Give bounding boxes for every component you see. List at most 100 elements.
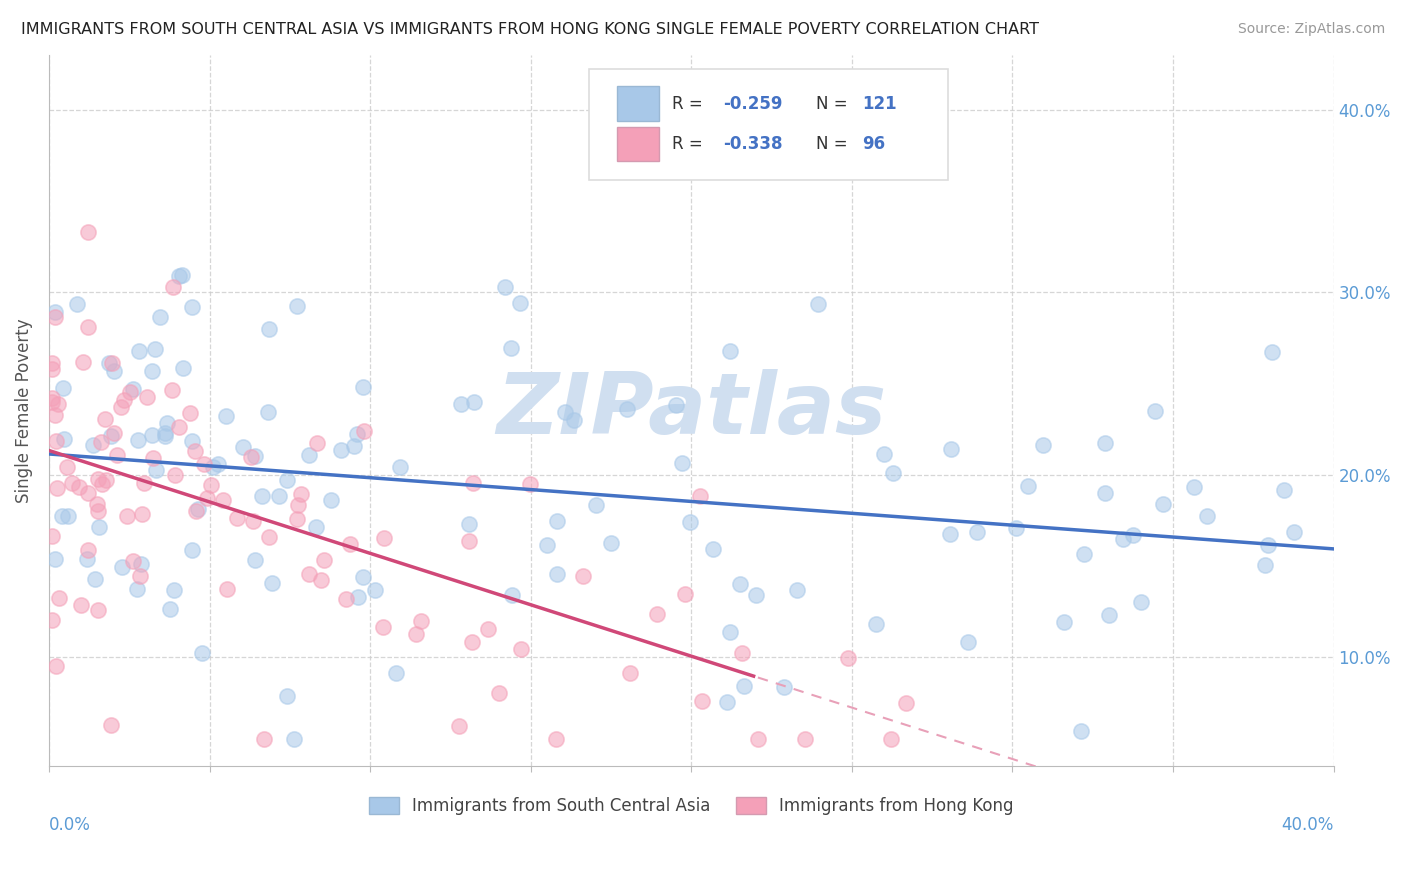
Point [89,520,111,534]
Point [257,405,280,419]
Point [371,620,394,634]
Point [180,301,202,315]
Point [46,397,69,411]
Point [665,397,688,411]
Point [347,590,370,604]
Point [409,615,432,629]
Text: R =: R = [672,135,709,153]
Point [894,696,917,710]
Point [84,572,107,586]
Point [94,411,117,425]
Point [786,582,808,597]
Point [463,394,485,409]
Point [1094,485,1116,500]
Point [145,463,167,477]
Point [461,634,484,648]
Point [373,532,395,546]
Point [384,666,406,681]
Point [96,473,118,487]
Point [86,472,108,486]
Point [283,731,305,746]
Point [76,552,98,566]
Point [215,409,238,424]
Point [702,541,724,556]
Point [307,435,329,450]
Point [290,486,312,500]
Point [716,695,738,709]
Point [298,448,321,462]
Point [882,466,904,480]
Point [128,343,150,358]
Point [1182,480,1205,494]
Text: 96: 96 [862,135,886,153]
Point [285,512,308,526]
Point [156,416,179,430]
Point [112,392,135,407]
Point [44,551,66,566]
Point [110,401,132,415]
Point [1284,525,1306,540]
Point [501,588,523,602]
Point [1094,436,1116,450]
Point [65,296,87,310]
Point [44,305,66,319]
Point [285,300,308,314]
Point [730,646,752,660]
Point [87,504,110,518]
Point [488,686,510,700]
Point [90,477,112,491]
Point [98,356,121,370]
Point [388,460,411,475]
Point [519,476,541,491]
Point [82,438,104,452]
Point [240,450,263,464]
Point [298,567,321,582]
Point [245,449,267,463]
Point [873,447,896,461]
Point [103,363,125,377]
Text: IMMIGRANTS FROM SOUTH CENTRAL ASIA VS IMMIGRANTS FROM HONG KONG SINGLE FEMALE PO: IMMIGRANTS FROM SOUTH CENTRAL ASIA VS IM… [21,22,1039,37]
Point [100,718,122,732]
Point [105,448,128,462]
Point [1098,607,1121,622]
Point [616,401,638,416]
FancyBboxPatch shape [617,87,659,120]
Point [689,488,711,502]
Point [67,480,90,494]
Point [131,558,153,572]
Text: -0.259: -0.259 [724,95,783,112]
Point [41,395,63,409]
Point [880,731,903,746]
Point [1070,723,1092,738]
Point [41,613,63,627]
Point [536,539,558,553]
Point [673,587,696,601]
Point [44,409,66,423]
Point [449,719,471,733]
Point [103,426,125,441]
Point [457,517,479,532]
Point [259,322,281,336]
Point [211,492,233,507]
Point [149,310,172,324]
Point [276,473,298,487]
Point [554,405,576,419]
Point [267,489,290,503]
Text: -0.338: -0.338 [724,135,783,153]
Point [957,635,980,649]
Point [509,296,531,310]
Point [41,356,63,370]
Point [257,530,280,544]
Point [335,592,357,607]
Point [546,731,568,746]
Point [619,666,641,681]
Point [76,225,98,239]
Point [90,435,112,450]
Text: 121: 121 [862,95,897,112]
Point [546,567,568,582]
Point [1261,345,1284,359]
Point [163,582,186,597]
Point [585,498,607,512]
Point [718,343,741,358]
Point [86,497,108,511]
